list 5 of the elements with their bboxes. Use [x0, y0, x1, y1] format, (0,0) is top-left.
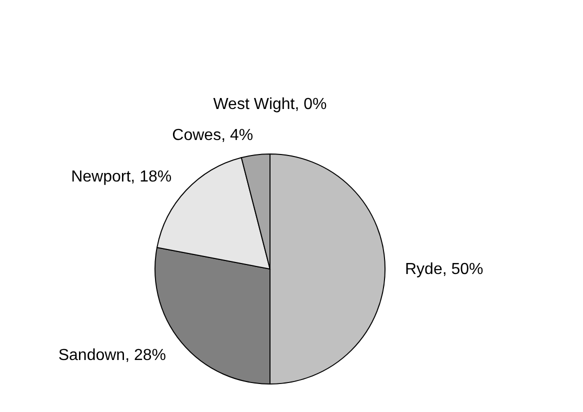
slice-label: Newport, 18% — [71, 168, 172, 186]
slice-label: Ryde, 50% — [405, 261, 484, 278]
category-label: West Wight, 0% — [213, 96, 327, 113]
slice-label: Sandown, 28% — [58, 347, 166, 364]
slice-label: Cowes, 4% — [172, 127, 254, 144]
